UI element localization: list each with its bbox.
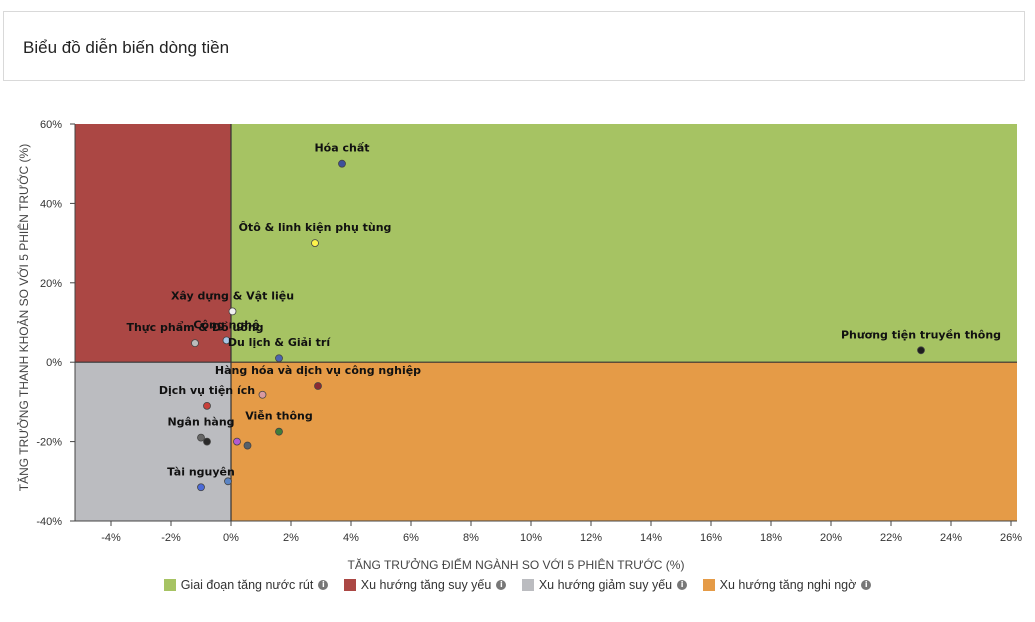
data-point[interactable] (197, 433, 205, 442)
info-icon[interactable]: i (318, 580, 329, 590)
data-label: Dịch vụ tiện ích (159, 384, 255, 397)
data-label: Thực phẩm & Đồ uống (126, 321, 263, 334)
y-axis-title: TĂNG TRƯỞNG THANH KHOẢN SO VỚI 5 PHIÊN T… (16, 144, 31, 491)
info-icon[interactable]: i (496, 580, 507, 590)
data-label: Du lịch & Giải trí (228, 336, 331, 349)
data-label: Xây dựng & Vật liệu (171, 289, 294, 302)
cash-flow-scatter-chart: -4% -2% 0% 2% 4% 6% 8% 10% 12% 14% 16% 18% 20% 22% 24%… (16, 119, 1022, 572)
chart-legend: Giai đoạn tăng nước rút i Xu hướng tăng … (0, 578, 1035, 594)
x-tick-label: 24% (940, 532, 962, 544)
data-point[interactable] (228, 307, 237, 316)
data-label: Tài nguyên (167, 465, 235, 478)
data-point[interactable] (224, 477, 232, 486)
data-point[interactable] (275, 354, 283, 363)
info-icon[interactable]: i (861, 580, 872, 590)
data-label: Hóa chất (314, 142, 369, 155)
quadrant-1 (231, 124, 1017, 363)
x-tick-label: 18% (760, 532, 782, 544)
legend-item-doubtful-up[interactable]: Xu hướng tăng nghi ngờ i (702, 578, 872, 592)
x-tick-label: 10% (520, 532, 542, 544)
legend-label: Xu hướng giảm suy yếu (538, 578, 673, 592)
y-tick-label: 0% (46, 357, 62, 369)
x-tick-label: 4% (343, 532, 359, 544)
data-label: Công nghệ (193, 318, 259, 331)
data-point[interactable] (222, 336, 231, 345)
x-tick-label: 0% (223, 532, 239, 544)
data-point[interactable] (311, 239, 319, 248)
data-point[interactable] (191, 339, 199, 348)
data-label: Viễn thông (245, 410, 313, 423)
data-point[interactable] (243, 441, 252, 450)
y-tick-label: 60% (40, 119, 62, 131)
data-label: Ôtô & linh kiện phụ tùng (239, 221, 392, 234)
legend-label: Giai đoạn tăng nước rút (180, 578, 314, 592)
data-point[interactable] (258, 390, 267, 399)
page-title: Biểu đồ diễn biến dòng tiền (23, 38, 230, 57)
y-tick-label: -20% (36, 437, 62, 449)
data-label: Ngân hàng (167, 416, 234, 429)
y-tick-label: 40% (40, 198, 62, 210)
legend-swatch (163, 579, 176, 591)
info-icon[interactable]: i (677, 580, 688, 590)
data-point[interactable] (203, 401, 211, 410)
data-point[interactable] (338, 159, 346, 168)
legend-label: Xu hướng tăng suy yếu (360, 578, 492, 592)
legend-item-weakening-up[interactable]: Xu hướng tăng suy yếu i (343, 578, 507, 592)
data-point[interactable] (233, 437, 241, 446)
x-tick-label: 14% (640, 532, 662, 544)
legend-item-sprint[interactable]: Giai đoạn tăng nước rút i (163, 578, 329, 592)
x-tick-label: -4% (101, 532, 121, 544)
legend-swatch (521, 579, 534, 591)
data-point[interactable] (917, 346, 925, 355)
chart-header-card: Biểu đồ diễn biến dòng tiền (3, 11, 1025, 81)
x-tick-label: 8% (463, 532, 479, 544)
data-point[interactable] (203, 437, 211, 446)
x-tick-label: 16% (700, 532, 722, 544)
data-point[interactable] (314, 382, 322, 390)
data-point[interactable] (197, 483, 205, 492)
quadrant-2 (75, 124, 231, 363)
y-tick-label: 20% (40, 278, 62, 290)
data-point[interactable] (275, 427, 283, 436)
x-tick-label: 6% (403, 532, 419, 544)
quadrant-4 (231, 362, 1017, 521)
x-tick-label: -2% (161, 532, 181, 544)
x-axis-title: TĂNG TRƯỞNG ĐIỂM NGÀNH SO VỚI 5 PHIÊN TR… (348, 557, 685, 572)
legend-swatch (702, 579, 715, 591)
x-tick-label: 12% (580, 532, 602, 544)
legend-item-weakening-down[interactable]: Xu hướng giảm suy yếu i (521, 578, 688, 592)
x-tick-label: 2% (283, 532, 299, 544)
x-tick-label: 20% (820, 532, 842, 544)
x-tick-label: 26% (1000, 532, 1022, 544)
y-tick-label: -40% (36, 516, 62, 528)
data-label: Phương tiện truyền thông (841, 328, 1001, 341)
legend-swatch (343, 579, 356, 591)
x-tick-label: 22% (880, 532, 902, 544)
data-label: Hàng hóa và dịch vụ công nghiệp (215, 364, 421, 377)
legend-label: Xu hướng tăng nghi ngờ (719, 578, 857, 592)
